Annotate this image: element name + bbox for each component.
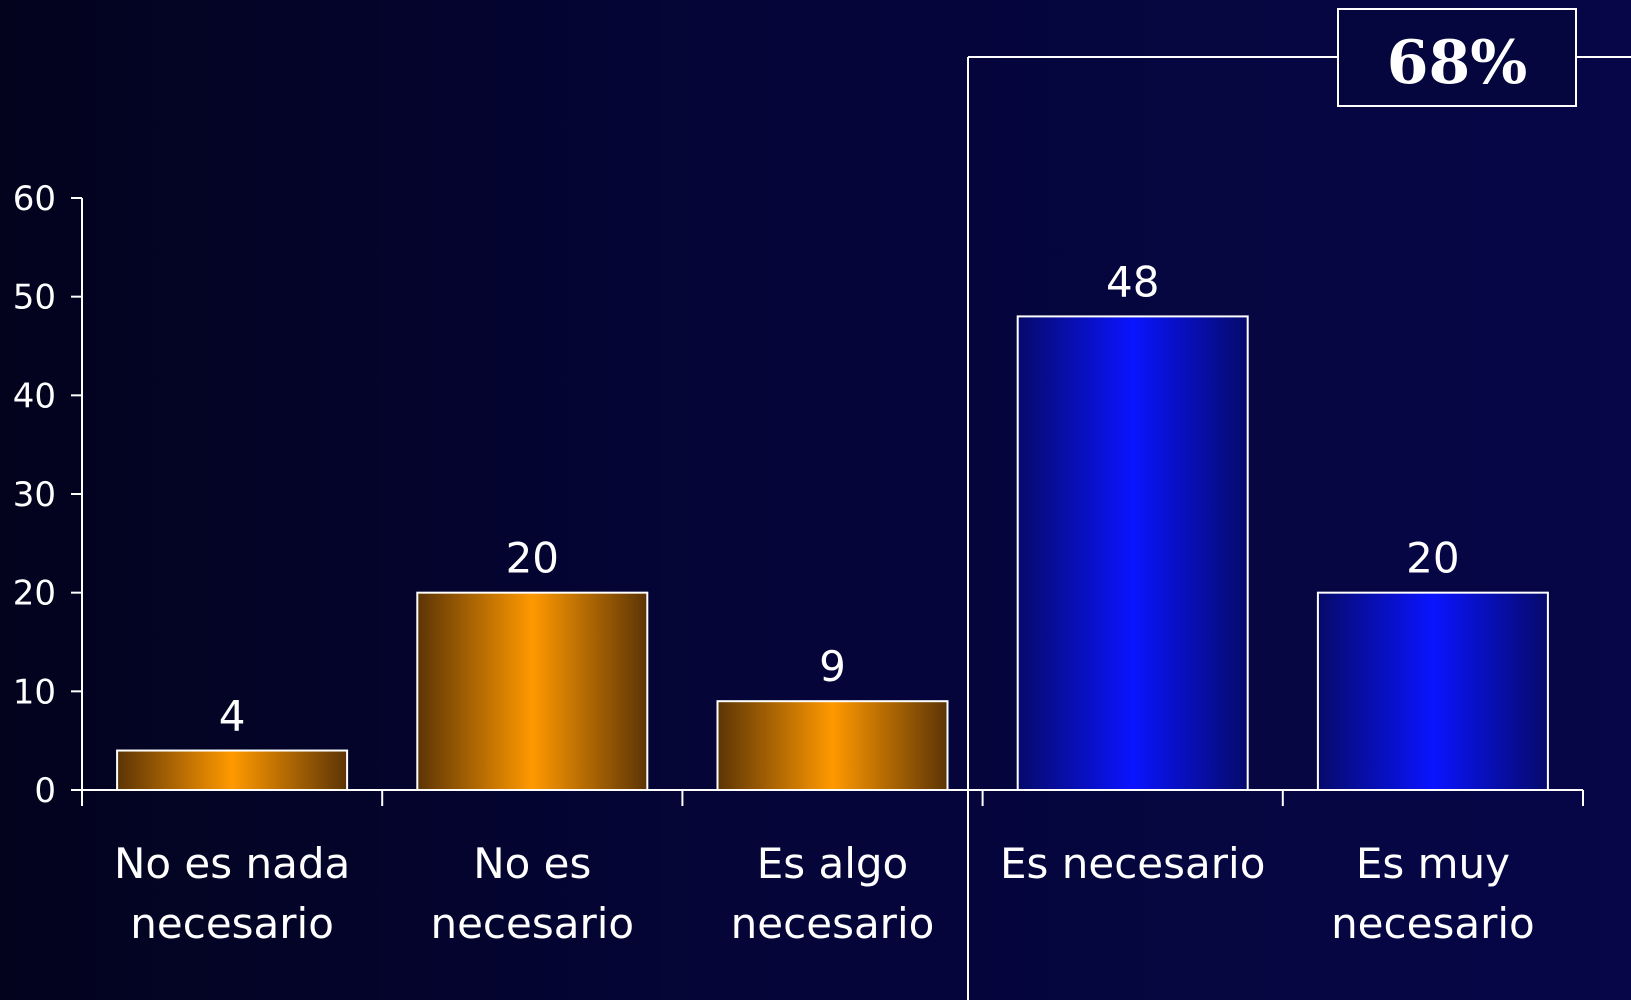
bar-3 <box>1016 315 1249 791</box>
y-tick-label: 40 <box>13 376 56 416</box>
data-label: 9 <box>819 642 846 691</box>
callout-bracket: 68% <box>967 8 1631 1000</box>
data-label: 4 <box>219 692 246 741</box>
y-tick-label: 0 <box>34 771 56 811</box>
bar-0 <box>116 749 349 791</box>
y-tick-label: 20 <box>13 574 56 614</box>
bar-4 <box>1316 591 1549 792</box>
x-category-label: necesario <box>1331 899 1535 948</box>
x-axis: No es nada necesario No es necesario Es algo… <box>81 789 1584 948</box>
y-tick-label: 30 <box>13 475 56 515</box>
bar-1 <box>416 591 649 792</box>
x-category-label: Es algo <box>757 839 909 888</box>
y-tick-label: 10 <box>13 672 56 712</box>
x-category-label: necesario <box>731 899 935 948</box>
bar-2 <box>716 700 949 792</box>
x-category-label: No es nada <box>114 839 350 888</box>
y-tick-label: 60 <box>13 179 56 219</box>
data-label: 20 <box>1406 534 1459 583</box>
bars: 4 20 9 48 20 <box>116 257 1549 792</box>
data-label: 48 <box>1106 257 1159 306</box>
callout-box <box>1337 8 1577 107</box>
x-category-label: necesario <box>130 899 334 948</box>
y-tick-label: 50 <box>13 278 56 318</box>
x-category-label: No es <box>473 839 591 888</box>
x-category-label: necesario <box>430 899 634 948</box>
x-category-label: Es necesario <box>1000 839 1265 888</box>
x-category-label: Es muy <box>1356 839 1510 888</box>
callout-label: 68% <box>1387 28 1528 98</box>
data-label: 20 <box>506 534 559 583</box>
y-axis: 0 10 20 30 40 50 60 <box>13 179 83 811</box>
